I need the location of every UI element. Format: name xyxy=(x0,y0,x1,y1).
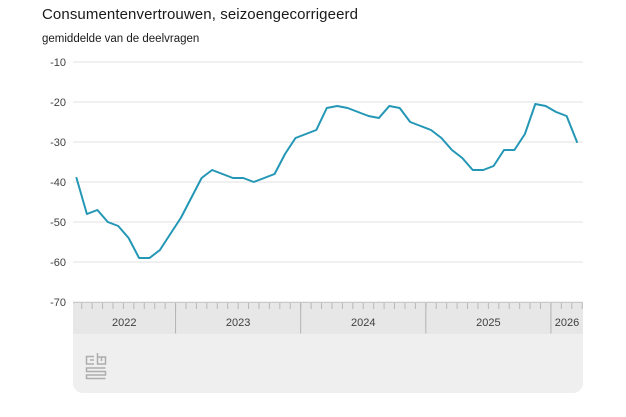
footer-panel xyxy=(73,334,583,393)
timeline-range-selector[interactable] xyxy=(73,302,583,334)
y-tick-label: -50 xyxy=(50,217,66,229)
cbs-logo xyxy=(84,352,108,384)
y-tick-label: -40 xyxy=(50,177,66,189)
cbs-logo-icon xyxy=(85,353,107,380)
y-tick-label: -70 xyxy=(50,297,66,309)
y-tick-label: -20 xyxy=(50,97,66,109)
plot-area[interactable] xyxy=(73,55,583,302)
y-tick-label: -10 xyxy=(50,57,66,69)
y-tick-label: -60 xyxy=(50,257,66,269)
chart-title: Consumentenvertrouwen, seizoengecorrigee… xyxy=(42,6,359,23)
chart-subtitle: gemiddelde van de deelvragen xyxy=(42,33,200,45)
y-tick-label: -30 xyxy=(50,137,66,149)
